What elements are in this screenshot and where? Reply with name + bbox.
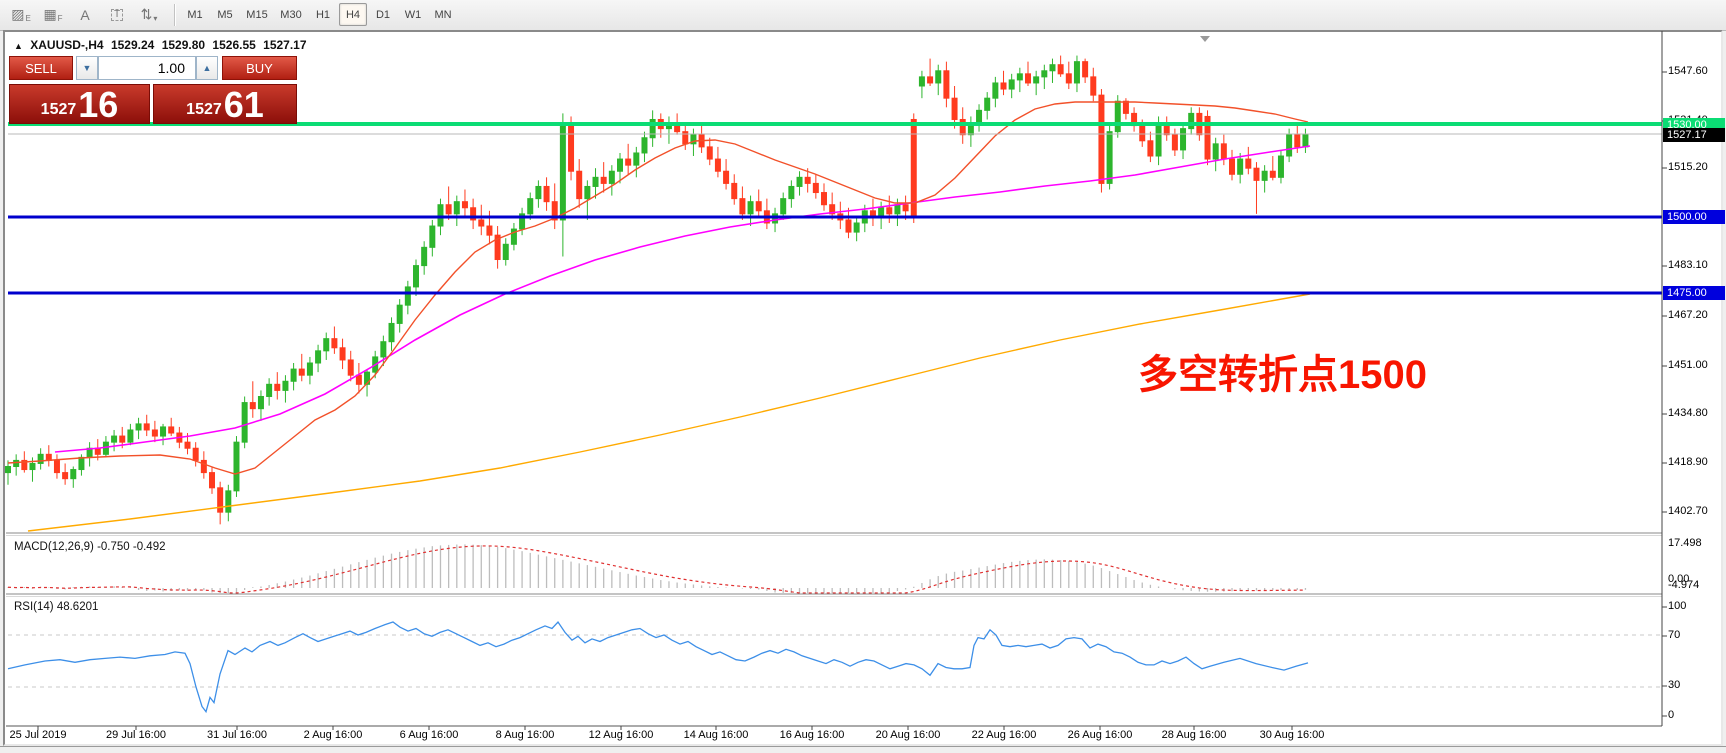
timeframe-button-h1[interactable]: H1 [315, 8, 331, 21]
date-axis-label: 14 Aug 16:00 [683, 729, 749, 741]
price-axis-label: 1402.70 [1668, 505, 1708, 517]
text-label-icon[interactable]: A [80, 6, 90, 23]
rsi-axis-label: 100 [1668, 600, 1687, 612]
date-axis-label: 16 Aug 16:00 [779, 729, 845, 741]
timeframe-button-m15[interactable]: M15 [246, 8, 268, 21]
sell-button[interactable]: SELL [9, 56, 73, 80]
ohlc-open: 1529.24 [110, 38, 155, 52]
price-line-badge: 1527.17 [1663, 128, 1725, 142]
date-axis-label: 8 Aug 16:00 [495, 729, 555, 741]
date-axis-label: 25 Jul 2019 [9, 729, 67, 741]
main-toolbar: ▨ E ▦ F A T ⇅ ▾ M1 M5 M15 M30 H1 H4 D1 W1 MN [0, 0, 1726, 31]
price-axis-label: 1434.80 [1668, 407, 1708, 419]
text-box-icon[interactable]: T [104, 3, 130, 26]
price-axis-label: 1547.60 [1668, 65, 1708, 77]
volume-increase-button[interactable]: ▲ [196, 56, 218, 80]
timeframe-button-m30[interactable]: M30 [280, 8, 302, 21]
rsi-indicator-label: RSI(14) 48.6201 [14, 601, 99, 613]
chart-shift-marker-icon[interactable] [1200, 36, 1210, 42]
price-axis-label: 1451.00 [1668, 359, 1708, 371]
volume-input[interactable] [98, 56, 196, 80]
date-axis-label: 28 Aug 16:00 [1161, 729, 1227, 741]
window-bottom-edge [0, 746, 1726, 753]
date-axis-label: 26 Aug 16:00 [1067, 729, 1133, 741]
macd-indicator-label: MACD(12,26,9) -0.750 -0.492 [14, 541, 166, 553]
chart-title: ▲ XAUUSD-,H4 1529.24 1529.80 1526.55 152… [14, 38, 311, 52]
ohlc-close: 1527.17 [263, 38, 307, 52]
timeframe-button-d1[interactable]: D1 [375, 8, 391, 21]
sell-price-big-digits: 16 [78, 84, 119, 125]
chart-shift-icon[interactable]: ▨ E [11, 6, 31, 23]
date-axis-label: 20 Aug 16:00 [875, 729, 941, 741]
macd-axis-label: 17.498 [1668, 537, 1702, 549]
collapse-triangle-icon[interactable]: ▲ [14, 41, 23, 51]
chart-window [3, 30, 1723, 746]
rsi-axis-label: 30 [1668, 679, 1681, 691]
price-axis-label: 1467.20 [1668, 309, 1708, 321]
buy-price-prefix: 1527 [186, 101, 222, 118]
volume-decrease-button[interactable]: ▼ [76, 56, 98, 80]
price-line-badge: 1475.00 [1663, 286, 1725, 300]
date-axis-label: 30 Aug 16:00 [1259, 729, 1325, 741]
ohlc-high: 1529.80 [161, 38, 206, 52]
chart-text-annotation[interactable]: 多空转折点1500 [1138, 353, 1427, 397]
indicators-grid-icon[interactable]: ▦ F [43, 6, 63, 23]
timeframe-button-h4[interactable]: H4 [339, 3, 367, 26]
timeframe-button-mn[interactable]: MN [434, 8, 452, 21]
arrange-windows-icon[interactable]: ⇅ ▾ [140, 6, 158, 23]
macd-axis-label: 0.00 [1668, 573, 1690, 585]
date-axis-label: 6 Aug 16:00 [399, 729, 459, 741]
timeframe-button-m5[interactable]: M5 [217, 8, 233, 21]
date-axis-label: 22 Aug 16:00 [971, 729, 1037, 741]
buy-price-display[interactable]: 1527 61 [153, 84, 297, 124]
rsi-axis-label: 70 [1668, 629, 1681, 641]
buy-button[interactable]: BUY [222, 56, 297, 80]
price-axis-label: 1418.90 [1668, 456, 1708, 468]
price-line-badge: 1500.00 [1663, 210, 1725, 224]
chart-symbol-label: XAUUSD-,H4 [30, 38, 104, 52]
ohlc-low: 1526.55 [212, 38, 256, 52]
sell-price-prefix: 1527 [40, 101, 77, 118]
price-axis-label: 1483.10 [1668, 259, 1708, 271]
price-axis-label: 1515.20 [1668, 161, 1708, 173]
date-axis-label: 29 Jul 16:00 [106, 729, 166, 741]
macd-axis-label: -4.974 [1668, 579, 1700, 591]
buy-price-big-digits: 61 [223, 84, 264, 125]
rsi-axis-label: 0 [1668, 709, 1675, 721]
sell-price-display[interactable]: 1527 16 [9, 84, 150, 124]
date-axis-label: 12 Aug 16:00 [588, 729, 654, 741]
toolbar-divider [174, 4, 176, 26]
timeframe-button-m1[interactable]: M1 [187, 8, 203, 21]
date-axis-label: 31 Jul 16:00 [207, 729, 267, 741]
date-axis-label: 2 Aug 16:00 [303, 729, 363, 741]
timeframe-button-w1[interactable]: W1 [404, 8, 422, 21]
